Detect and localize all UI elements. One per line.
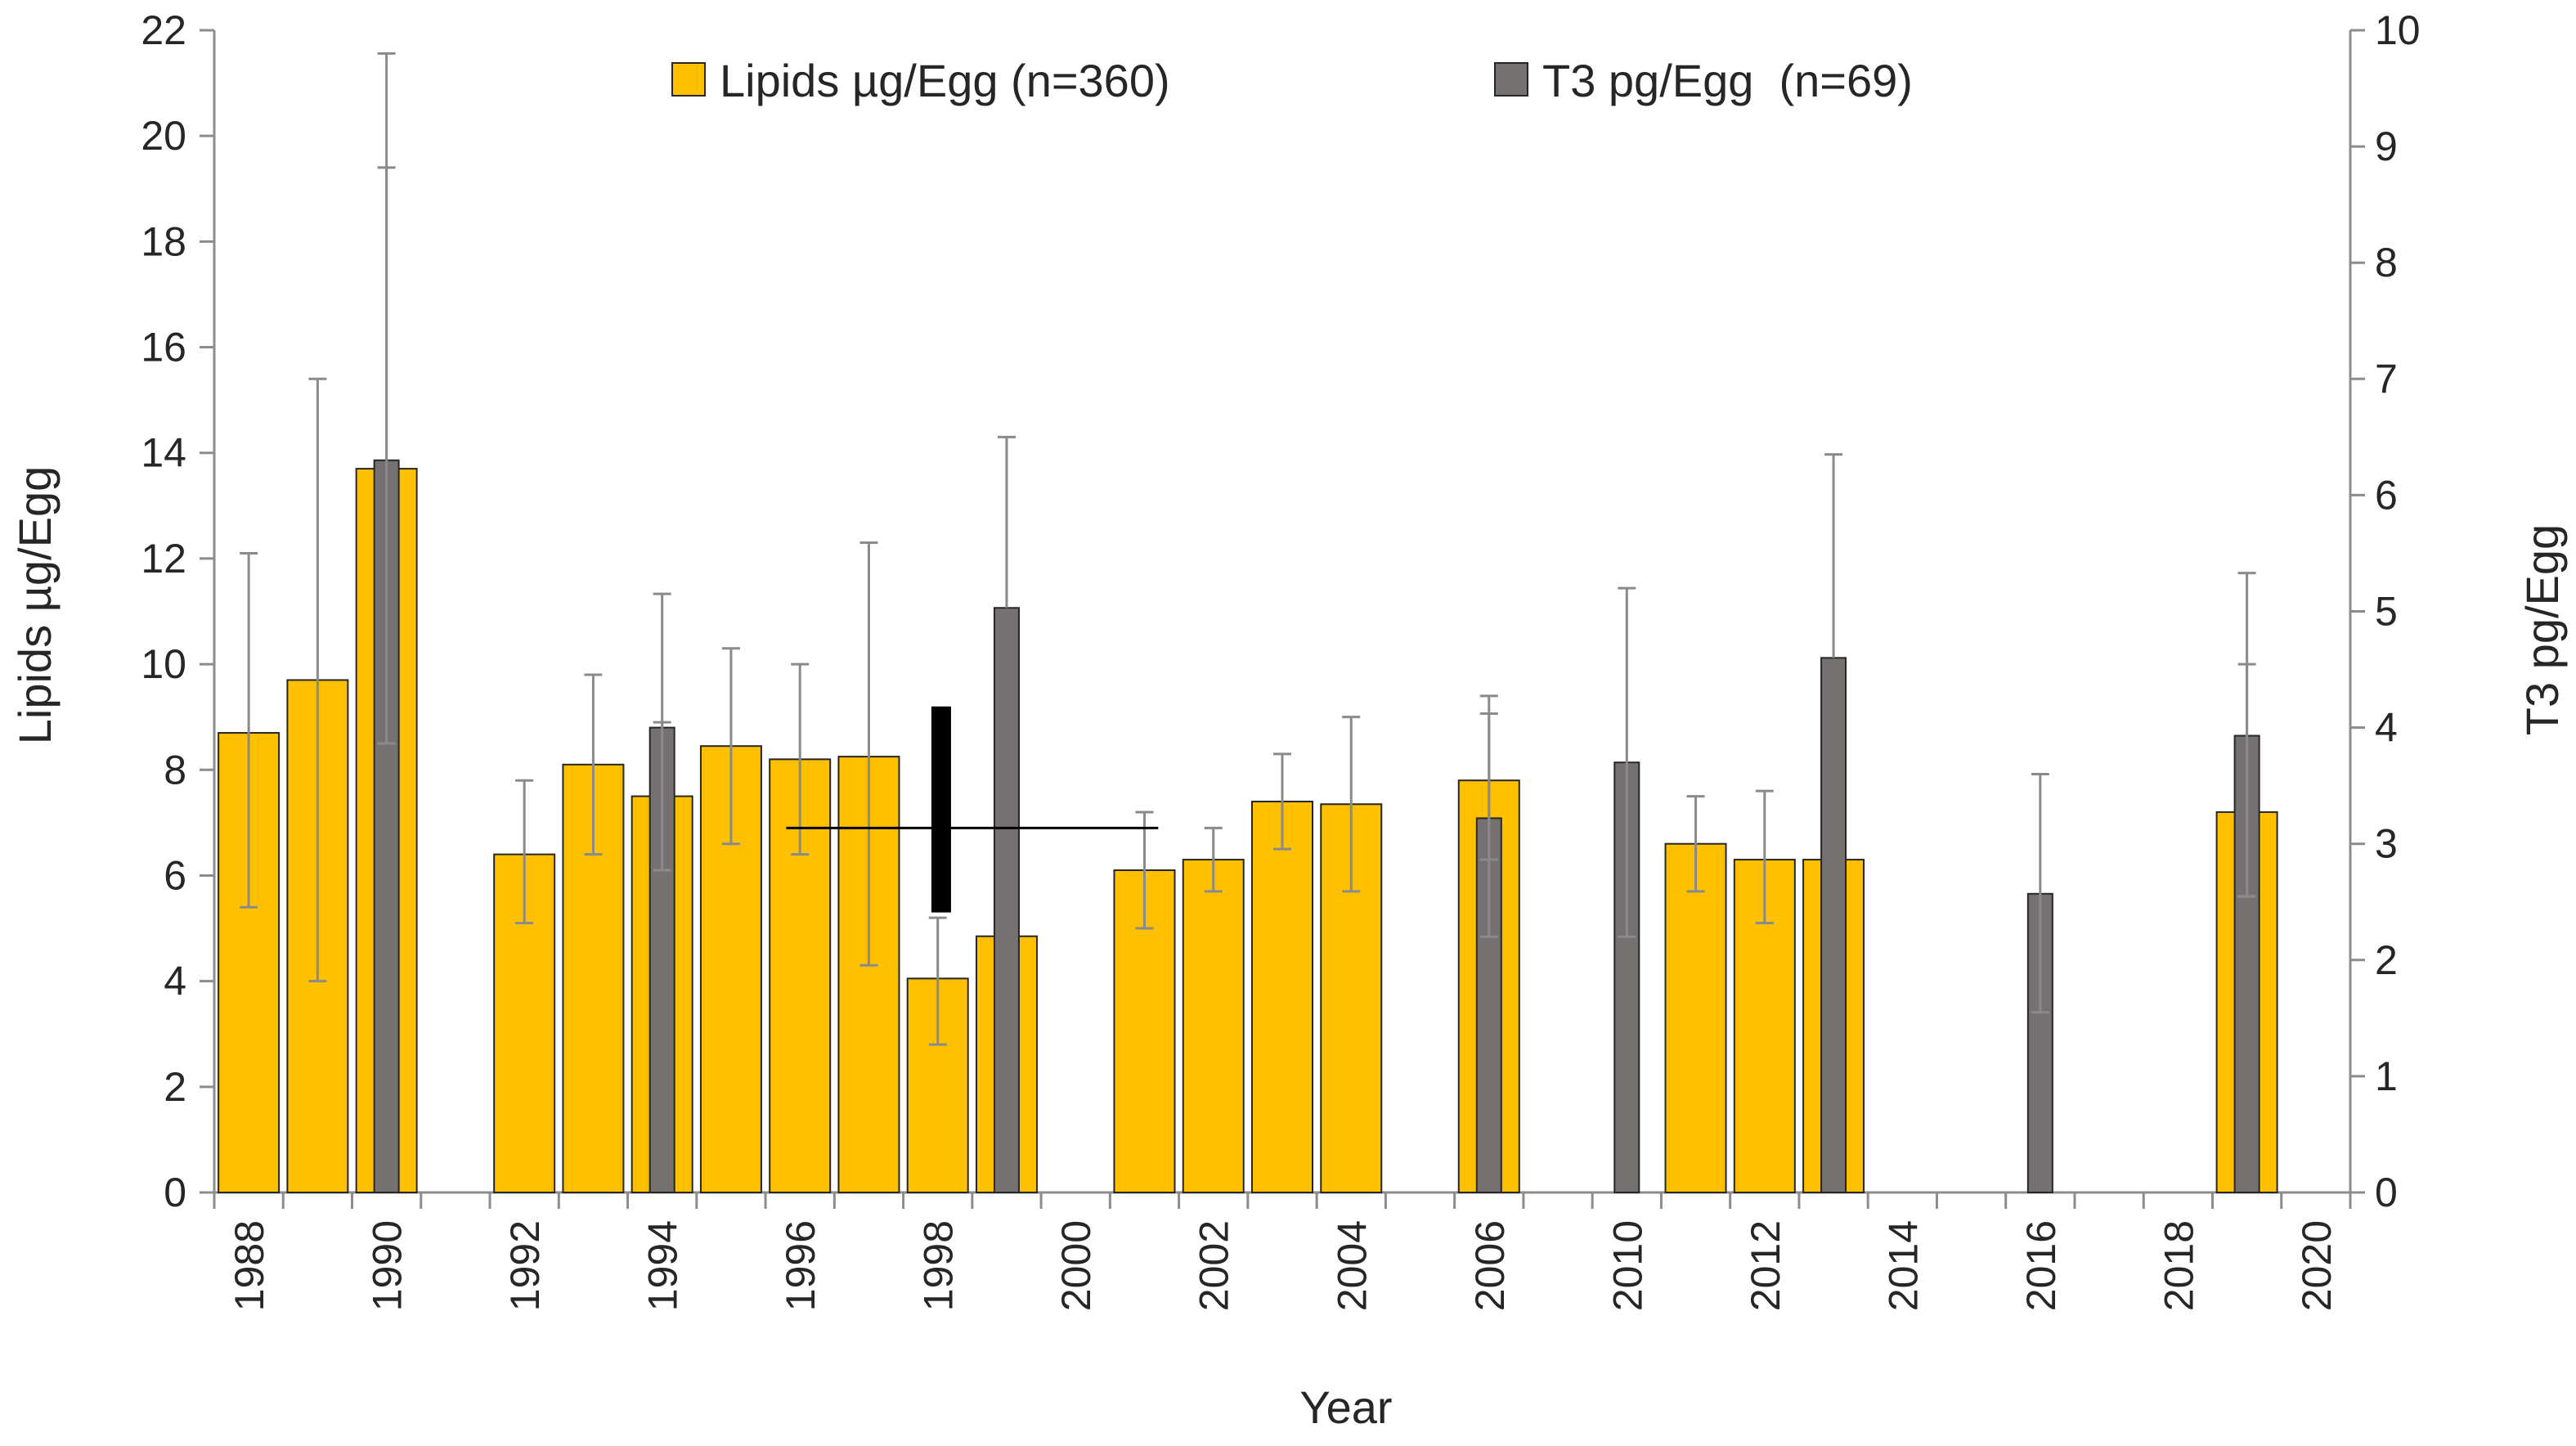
y-right-tick-label: 9 [2375,123,2398,169]
y-left-tick-label: 20 [141,113,186,159]
y-left-tick-label: 8 [164,747,186,793]
y-left-tick-label: 14 [141,430,186,476]
lipids-bar [1182,859,1245,1193]
y-left-tick-label: 18 [141,218,186,264]
legend-swatch-lipids [671,62,706,97]
x-tick-label: 1994 [640,1220,686,1311]
lipids-bar [1251,801,1313,1193]
y-axis-left-title: Lipids µg/Egg [9,466,61,744]
t3-bar [1820,657,1847,1193]
legend: Lipids µg/Egg (n=360) T3 pg/Egg (n=69) [671,55,1913,106]
y-right-tick-label: 8 [2375,240,2398,285]
y-left-tick-label: 4 [164,959,186,1004]
x-tick-label: 2002 [1192,1220,1237,1311]
x-tick-label: 2014 [1880,1220,1926,1311]
x-axis-title: Year [1299,1381,1392,1433]
x-tick-label: 2020 [2294,1220,2340,1311]
x-tick-label: 1998 [916,1220,962,1311]
x-tick-label: 1988 [227,1220,272,1311]
y-left-tick-label: 16 [141,325,186,370]
y-right-tick-label: 4 [2375,705,2398,751]
y-left-tick-label: 10 [141,641,186,687]
y-right-tick-label: 6 [2375,472,2398,518]
y-left-tick-label: 12 [141,536,186,582]
x-tick-label: 2016 [2018,1220,2064,1311]
x-tick-label: 2000 [1053,1220,1099,1311]
y-right-tick-label: 1 [2375,1053,2398,1099]
x-tick-label: 1992 [502,1220,548,1311]
y-right-tick-label: 10 [2375,7,2421,53]
x-tick-label: 1990 [365,1220,411,1311]
x-tick-label: 2004 [1329,1220,1375,1311]
legend-swatch-t3 [1494,62,1528,97]
legend-label-lipids: Lipids µg/Egg (n=360) [720,55,1170,106]
y-right-tick-label: 3 [2375,821,2398,867]
t3-bar [993,607,1020,1193]
y-right-tick-label: 5 [2375,589,2398,635]
lipids-bar [1320,803,1383,1194]
y-left-tick-label: 22 [141,7,186,53]
t3-bar [2026,892,2053,1193]
y-right-tick-label: 2 [2375,937,2398,983]
y-left-tick-label: 2 [164,1064,186,1110]
y-left-tick-label: 6 [164,852,186,898]
lipids-bar [1664,842,1727,1193]
y-left-tick-label: 0 [164,1170,186,1215]
x-tick-label: 2006 [1467,1220,1513,1311]
y-right-tick-label: 0 [2375,1170,2398,1215]
x-tick-label: 2010 [1604,1220,1650,1311]
x-tick-label: 2018 [2156,1220,2201,1311]
x-tick-label: 2012 [1743,1220,1788,1311]
legend-label-t3: T3 pg/Egg (n=69) [1542,55,1913,106]
x-tick-label: 1996 [778,1220,824,1311]
y-axis-right-title: T3 pg/Egg [2516,524,2568,735]
y-right-tick-label: 7 [2375,356,2398,402]
